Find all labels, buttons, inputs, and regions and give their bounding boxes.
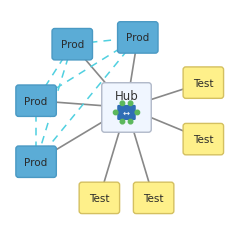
Circle shape bbox=[120, 120, 124, 124]
FancyBboxPatch shape bbox=[133, 182, 173, 214]
Circle shape bbox=[128, 101, 132, 106]
FancyBboxPatch shape bbox=[52, 29, 92, 61]
Text: Hub: Hub bbox=[114, 90, 138, 103]
FancyBboxPatch shape bbox=[16, 146, 56, 178]
FancyBboxPatch shape bbox=[117, 22, 158, 54]
Text: Test: Test bbox=[143, 193, 163, 203]
Text: Test: Test bbox=[192, 135, 213, 144]
Text: Test: Test bbox=[192, 78, 213, 88]
Text: Prod: Prod bbox=[24, 157, 48, 167]
Text: Prod: Prod bbox=[60, 40, 84, 50]
Text: ↔: ↔ bbox=[122, 108, 130, 117]
FancyBboxPatch shape bbox=[182, 68, 223, 99]
FancyBboxPatch shape bbox=[182, 124, 223, 155]
Circle shape bbox=[135, 111, 139, 115]
FancyBboxPatch shape bbox=[79, 182, 119, 214]
Circle shape bbox=[113, 111, 117, 115]
FancyBboxPatch shape bbox=[16, 86, 56, 117]
FancyBboxPatch shape bbox=[117, 105, 135, 121]
FancyBboxPatch shape bbox=[101, 83, 151, 133]
Text: Prod: Prod bbox=[24, 96, 48, 106]
Circle shape bbox=[120, 101, 124, 106]
Text: Prod: Prod bbox=[126, 33, 149, 43]
Text: Test: Test bbox=[89, 193, 109, 203]
Circle shape bbox=[128, 120, 132, 124]
